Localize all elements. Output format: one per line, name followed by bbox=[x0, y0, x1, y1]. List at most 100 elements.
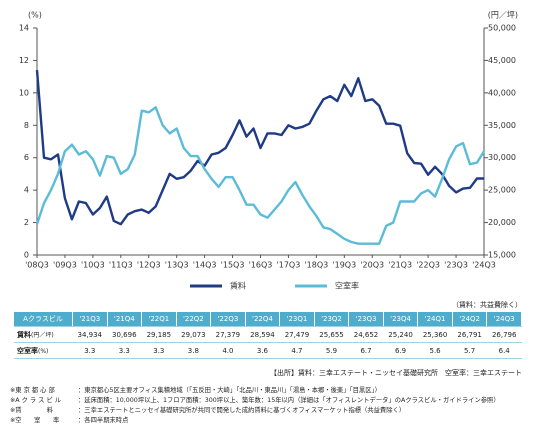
y2-tick-label: 30,000 bbox=[488, 153, 516, 162]
y2-tick-label: 45,000 bbox=[488, 56, 516, 65]
table-header-cell: '22Q2 bbox=[176, 312, 212, 327]
footnote: ※空 室 率 ：各四半期末時点 bbox=[10, 416, 500, 426]
row-label: 空室率(%) bbox=[14, 342, 73, 359]
row-label: 賃料(円／坪) bbox=[14, 326, 73, 343]
table-cell: 3.3 bbox=[72, 342, 108, 359]
table-row: 空室率(%) 3.3 3.3 3.3 3.8 4.0 3.6 4.7 5.9 6.7 6.9 5.6 5… bbox=[14, 342, 522, 359]
table-header-cell: '24Q2 bbox=[452, 312, 488, 327]
table-header-cell: '22Q1 bbox=[141, 312, 177, 327]
y-tick-label: 6 bbox=[24, 153, 29, 162]
x-tick-label: '11Q3 bbox=[109, 261, 133, 270]
table-cell: 29,185 bbox=[141, 326, 177, 343]
footnote-text: ：延床面積：10,000坪以上、1フロア面積：300坪以上、築年数：15年以内（… bbox=[78, 397, 500, 404]
y-tick-label: 10 bbox=[19, 88, 29, 97]
row-unit: (円／坪) bbox=[31, 331, 54, 339]
data-table: Aクラスビル '21Q3'21Q4'22Q1'22Q2'22Q3'22Q4'23Q… bbox=[14, 312, 522, 359]
footnote: ※A ク ラ ス ビ ル ：延床面積：10,000坪以上、1フロア面積：300坪以… bbox=[10, 396, 500, 406]
y2-tick-label: 40,000 bbox=[488, 88, 516, 97]
table-cell: 5.9 bbox=[314, 342, 349, 359]
source: 【出所】賃料：三幸エステート・ニッセイ基礎研究所 空室率：三幸エステート bbox=[270, 369, 522, 377]
y-tick-label: 8 bbox=[24, 121, 29, 130]
footnote-text: ：各四半期末時点 bbox=[78, 417, 129, 424]
table-header-cell: '23Q3 bbox=[348, 312, 384, 327]
x-tick-label: '16Q3 bbox=[249, 261, 273, 270]
x-tick-label: '14Q3 bbox=[193, 261, 217, 270]
legend-label: 賃料 bbox=[230, 281, 246, 291]
table-cell: 3.8 bbox=[176, 342, 211, 359]
table-cell: 25,655 bbox=[314, 326, 349, 343]
table-cell: 30,696 bbox=[107, 326, 142, 343]
x-tick-label: '09Q3 bbox=[53, 261, 77, 270]
x-tick-label: '20Q3 bbox=[360, 261, 384, 270]
y2-tick-label: 50,000 bbox=[488, 24, 516, 33]
table-cell: 34,934 bbox=[72, 326, 108, 343]
series-line bbox=[35, 70, 484, 226]
table-cell: 6.9 bbox=[383, 342, 418, 359]
table-header-cell: '23Q4 bbox=[383, 312, 419, 327]
y2-tick-label: 20,000 bbox=[488, 218, 516, 227]
table-header-cell: '23Q1 bbox=[279, 312, 315, 327]
x-tick-label: '17Q3 bbox=[277, 261, 301, 270]
table-row: 賃料(円／坪) 34,934 30,696 29,185 29,073 27,379 28,… bbox=[14, 326, 522, 343]
table-cell: 4.0 bbox=[210, 342, 246, 359]
table-cell: 4.7 bbox=[279, 342, 315, 359]
table-cell: 25,240 bbox=[383, 326, 418, 343]
y2-tick-label: 15,000 bbox=[488, 251, 516, 260]
x-tick-label: '12Q3 bbox=[137, 261, 161, 270]
table-cell: 6.4 bbox=[486, 342, 522, 359]
x-tick-label: '15Q3 bbox=[221, 261, 245, 270]
table-header-cell: Aクラスビル bbox=[14, 312, 73, 327]
x-tick-label: '22Q3 bbox=[416, 261, 440, 270]
footnote: ※東 京 都 心 部 ：東京都心5区主要オフィス集積地域（「五反田・大崎」「北品川… bbox=[10, 386, 500, 396]
row-name: 賃料 bbox=[17, 330, 31, 339]
y2-unit: (円／坪) bbox=[488, 11, 518, 20]
x-tick-label: '24Q3 bbox=[472, 261, 496, 270]
row-name: 空室率 bbox=[17, 346, 38, 355]
table-cell: 26,791 bbox=[452, 326, 487, 343]
table-header-cell: '22Q4 bbox=[245, 312, 281, 327]
table-cell: 3.3 bbox=[107, 342, 142, 359]
y-tick-label: 12 bbox=[19, 56, 29, 65]
legend-label: 空室率 bbox=[335, 281, 359, 291]
table-header-cell: '21Q3 bbox=[72, 312, 108, 327]
table-cell: 28,594 bbox=[245, 326, 280, 343]
table-header-cell: '21Q4 bbox=[107, 312, 143, 327]
footnote: ※賃 料 ：三幸エステートとニッセイ基礎研究所が共同で開発した成約賃料に基づくオフ… bbox=[10, 406, 500, 416]
table-cell: 24,652 bbox=[348, 326, 384, 343]
table-header-row: Aクラスビル '21Q3'21Q4'22Q1'22Q2'22Q3'22Q4'23Q… bbox=[14, 312, 522, 327]
y2-tick-label: 35,000 bbox=[488, 121, 516, 130]
x-tick-label: '13Q3 bbox=[165, 261, 189, 270]
series-line bbox=[35, 106, 486, 245]
y-tick-label: 4 bbox=[24, 186, 29, 195]
footnote-label: ※東 京 都 心 部 bbox=[10, 387, 55, 394]
y-tick-label: 2 bbox=[24, 218, 29, 227]
x-tick-label: '10Q3 bbox=[81, 261, 105, 270]
table-cell: 6.7 bbox=[348, 342, 384, 359]
table-cell: 5.7 bbox=[452, 342, 487, 359]
y2-tick-label: 25,000 bbox=[488, 186, 516, 195]
table-cell: 5.6 bbox=[417, 342, 453, 359]
chart: (%) (円／坪) 0 2 4 6 8 10 12 14 15,000 20,000 25,000 30,… bbox=[19, 11, 518, 291]
table-header-cell: '24Q3 bbox=[486, 312, 522, 327]
y-unit: (%) bbox=[28, 11, 42, 20]
table-cell: 3.3 bbox=[141, 342, 177, 359]
row-unit: (%) bbox=[38, 347, 49, 355]
table-cell: 25,360 bbox=[417, 326, 453, 343]
table-cell: 26,796 bbox=[486, 326, 522, 343]
table-header-cell: '22Q3 bbox=[210, 312, 246, 327]
x-tick-label: '23Q3 bbox=[444, 261, 468, 270]
x-tick-label: '18Q3 bbox=[304, 261, 328, 270]
footnote-label: ※空 室 率 bbox=[10, 417, 60, 424]
footnote-label: ※賃 料 bbox=[10, 407, 54, 414]
table-cell: 29,073 bbox=[176, 326, 211, 343]
table-header-cell: '23Q2 bbox=[314, 312, 350, 327]
table-cell: 3.6 bbox=[245, 342, 280, 359]
x-tick-label: '21Q3 bbox=[388, 261, 412, 270]
footnote-label: ※A ク ラ ス ビ ル bbox=[10, 397, 62, 404]
table-header-cell: '24Q1 bbox=[417, 312, 453, 327]
table-cell: 27,379 bbox=[210, 326, 246, 343]
table-cell: 27,479 bbox=[279, 326, 315, 343]
footnote-text: ：東京都心5区主要オフィス集積地域（「五反田・大崎」「北品川・東品川」「湯島・本… bbox=[78, 387, 381, 394]
y-tick-label: 0 bbox=[24, 251, 29, 260]
